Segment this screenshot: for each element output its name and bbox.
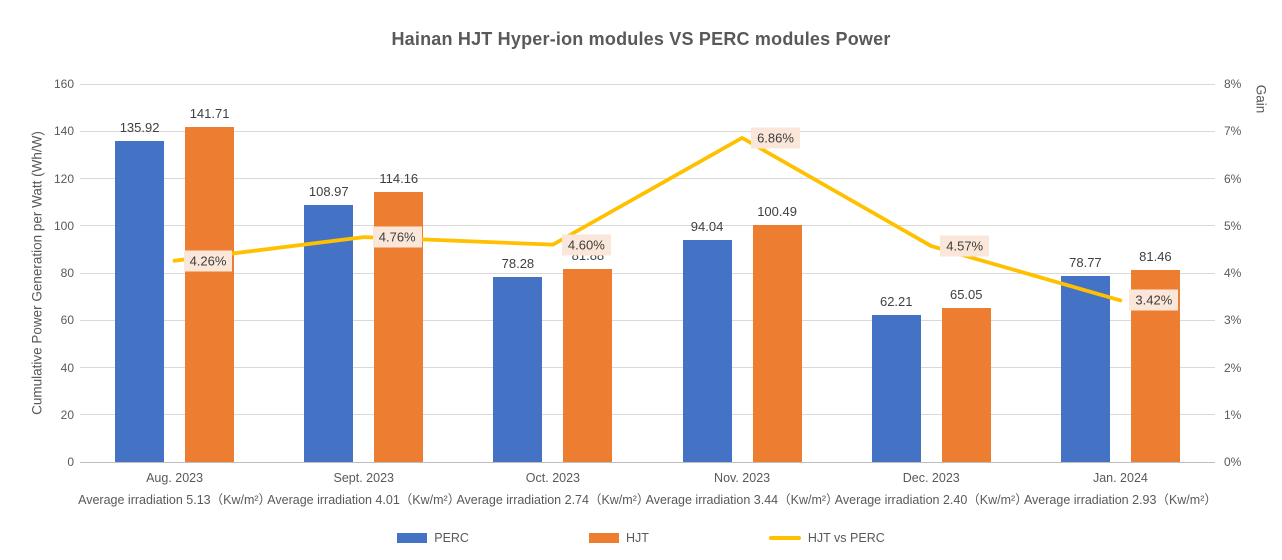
bar-hjt [563,268,613,462]
bar-hjt [941,308,991,462]
bar-hjt [185,127,235,462]
y-axis-tick-left: 140 [53,124,74,139]
y-axis-tick-left: 20 [60,407,74,422]
gain-point-label: 6.86% [751,127,800,149]
legend-item-hjt-vs-perc: HJT vs PERC [768,531,885,545]
x-axis-label-month: Dec. 2023 [902,471,960,485]
gridline [80,414,1215,416]
bar-value-label: 78.77 [1069,254,1102,270]
y-axis-tick-right: 8% [1224,77,1242,91]
bar-perc [304,204,354,462]
y-axis-tick-right: 4% [1224,266,1242,280]
y-axis-tick-right: 3% [1224,313,1242,328]
x-axis-label-irradiation: Average irradiation 2.93（Kw/m²） [1023,493,1217,507]
y-axis-tick-right: 0% [1224,455,1242,469]
x-axis-label-irradiation: Average irradiation 2.74（Kw/m²） [456,493,650,507]
bar-hjt [752,224,802,462]
gain-point-label: 4.60% [561,234,611,256]
gain-point-label: 4.26% [183,250,233,272]
gridline [80,130,1215,132]
y-axis-tick-right: 7% [1224,124,1242,139]
y-axis-tick-left: 80 [60,266,74,280]
y-axis-tick-left: 160 [53,77,74,91]
y-axis-tick-left: 100 [53,218,74,233]
x-axis-label-month: Sept. 2023 [333,471,394,485]
gridline [80,83,1215,85]
bar-perc [115,140,165,462]
gridline [80,225,1215,227]
y-axis-tick-left: 40 [60,360,74,375]
x-axis-label-irradiation: Average irradiation 4.01（Kw/m²） [267,493,461,507]
x-axis-label-irradiation: Average irradiation 2.40（Kw/m²） [834,493,1028,507]
x-axis-label-irradiation: Average irradiation 3.44（Kw/m²） [645,493,839,507]
x-axis-label-month: Nov. 2023 [714,471,771,485]
bar-perc [1060,275,1110,462]
legend-line-swatch-icon [768,536,801,540]
y-axis-tick-right: 1% [1224,407,1242,422]
x-axis-label-month: Jan. 2024 [1092,471,1148,485]
bar-value-label: 65.05 [949,287,983,303]
gridline [80,272,1215,274]
legend-label: PERC [434,531,469,545]
bar-value-label: 114.16 [379,171,419,187]
gridline [80,367,1215,368]
legend-label: HJT [625,531,649,545]
gridline [80,178,1215,179]
bar-perc [871,315,921,462]
y-axis-tick-left: 60 [60,313,74,328]
legend-bar-swatch-icon [588,533,619,543]
y-axis-tick-right: 6% [1224,171,1242,186]
gridline [80,461,1215,463]
chart-title: Hainan HJT Hyper-ion modules VS PERC mod… [391,29,891,49]
bar-value-label: 141.71 [189,106,230,122]
x-axis-label-irradiation: Average irradiation 5.13（Kw/m²） [78,493,272,507]
bar-value-label: 94.04 [690,218,724,234]
y-axis-tick-left: 0 [67,455,74,469]
gain-point-label: 4.76% [372,226,422,248]
bar-value-label: 108.97 [308,183,349,199]
legend: PERC HJT HJT vs PERC [0,531,1282,545]
legend-bar-swatch-icon [397,533,428,543]
legend-label: HJT vs PERC [807,531,885,545]
x-axis-label-month: Oct. 2023 [525,471,581,485]
x-axis-label-month: Aug. 2023 [146,471,204,485]
legend-item-perc: PERC [397,531,469,545]
gain-point-label: 4.57% [940,235,990,257]
gridline [80,319,1215,321]
legend-item-hjt: HJT [588,531,649,545]
bar-value-label: 100.49 [757,203,797,219]
bar-value-label: 78.28 [501,256,535,272]
bar-value-label: 81.46 [1139,248,1172,264]
bar-value-label: 62.21 [879,294,913,310]
right-axis-title: Gain [1253,84,1269,114]
y-axis-tick-left: 120 [53,171,74,186]
bar-perc [493,277,543,462]
y-axis-tick-right: 5% [1224,218,1242,233]
gain-point-label: 3.42% [1129,289,1179,311]
bar-perc [682,239,732,462]
bar-value-label: 135.92 [119,119,160,135]
y-axis-tick-right: 2% [1224,360,1242,375]
